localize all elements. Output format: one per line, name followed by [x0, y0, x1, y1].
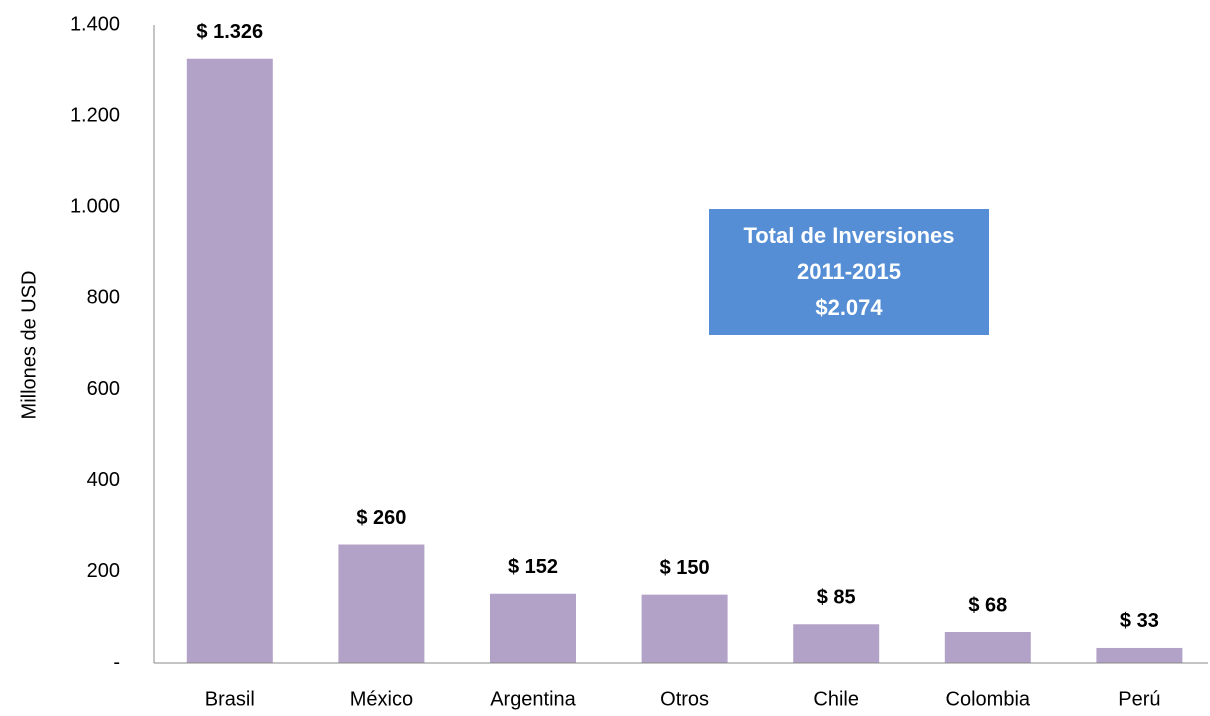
x-tick-label: Argentina [490, 688, 576, 710]
x-tick-label: Otros [660, 688, 709, 710]
bar [793, 624, 880, 663]
x-tick-label: Colombia [946, 688, 1031, 710]
y-tick-label: 400 [87, 469, 120, 491]
y-tick-label: 1.000 [70, 196, 120, 218]
value-label: $ 85 [817, 587, 856, 609]
value-label: $ 33 [1120, 610, 1159, 632]
bar [338, 544, 425, 663]
value-label: $ 152 [508, 556, 558, 578]
bar [186, 58, 273, 664]
value-label: $ 260 [356, 507, 406, 529]
y-tick-label: - [113, 651, 120, 673]
bar [641, 594, 728, 663]
y-tick-label: 1.400 [70, 13, 120, 35]
annotation-text: Total de Inversiones [743, 223, 954, 248]
value-label: $ 150 [660, 557, 710, 579]
y-tick-label: 1.200 [70, 104, 120, 126]
x-tick-label: Brasil [205, 688, 255, 710]
bar [490, 593, 576, 663]
x-tick-label: México [350, 688, 413, 710]
annotation-box [709, 209, 989, 335]
bar [1096, 647, 1183, 663]
x-tick-label: Chile [813, 688, 859, 710]
y-axis-label: Millones de USD [18, 271, 40, 420]
value-label: $ 68 [968, 594, 1007, 616]
y-tick-label: 600 [87, 378, 120, 400]
y-tick-label: 800 [87, 287, 120, 309]
annotation-text: 2011-2015 [797, 259, 901, 284]
y-tick-label: 200 [87, 560, 120, 582]
value-label: $ 1.326 [196, 21, 263, 43]
x-tick-label: Perú [1118, 688, 1160, 710]
bar [944, 632, 1031, 663]
annotation-text: $2.074 [815, 295, 883, 320]
